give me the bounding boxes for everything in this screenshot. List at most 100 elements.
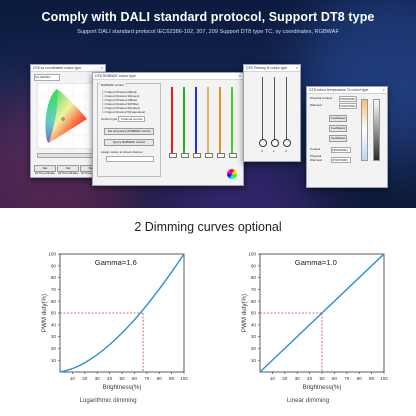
window-title: DT8 xy coordinates colour type: [33, 66, 82, 70]
y-axis-label: PWM duty(%): [241, 294, 248, 332]
query-rgbwaf-button[interactable]: Query RGBWAF control: [104, 139, 154, 146]
warmest-label: Warmest: [310, 103, 322, 107]
y-tick-label: 100: [248, 252, 256, 257]
channel-checkbox[interactable]: ☐ Output Channel 5(Freecolour): [102, 110, 146, 114]
white-slider[interactable]: [207, 87, 209, 153]
warmest-value: 370(2700K): [339, 103, 357, 109]
x-slider[interactable]: [37, 153, 99, 158]
x-axis-label: Brightness(%): [103, 384, 142, 391]
slider-thumb[interactable]: [169, 153, 177, 158]
group-label: RGBWAF control: [100, 83, 125, 87]
close-icon[interactable]: ×: [238, 73, 241, 78]
coolest-label: Coolest: [310, 147, 321, 151]
control-type-row: Control type Channel control: [101, 116, 146, 122]
chart-title: Gamma=1.0: [295, 258, 337, 267]
x-tick-label: 40: [107, 376, 113, 381]
log-dimming-caption: Logarithmic dimming: [79, 397, 137, 404]
button-label: Set 0xYCoordinate: [35, 166, 55, 175]
y-tick-label: 30: [251, 334, 257, 339]
x-tick-label: 100: [380, 376, 388, 381]
primary-label: 2: [285, 149, 287, 153]
slider-thumb[interactable]: [217, 153, 225, 158]
page-subtitle: Support DALI standard protocol IEC62386-…: [77, 29, 339, 35]
channel-checkbox[interactable]: ☐ Output Channel 1(Green): [102, 94, 140, 98]
channel-label: Output Channel 1(Green): [105, 94, 140, 98]
physical-warmest-label: Physical Warmest: [310, 154, 322, 162]
tc-brightness-bar[interactable]: [373, 99, 380, 161]
coolest-value: 156(6400K): [331, 147, 351, 153]
set-temporary-rgbwaf-button[interactable]: Set temporary RGBWAF control: [104, 128, 154, 135]
primary-1-slider[interactable]: [274, 77, 275, 141]
y-tick-label: 10: [251, 358, 257, 363]
control-type-label: Control type: [101, 117, 118, 121]
x-tick-label: 10: [70, 376, 76, 381]
section-title: 2 Dimming curves optional: [134, 220, 282, 234]
channel-checkbox[interactable]: ☐ Output Channel 2(Blue): [102, 98, 138, 102]
x-tick-label: 80: [157, 376, 163, 381]
red-slider[interactable]: [171, 87, 173, 153]
close-icon[interactable]: ×: [100, 65, 103, 70]
slider-thumb[interactable]: [205, 153, 213, 158]
primary-0-slider[interactable]: [262, 77, 263, 141]
primary-2-slider[interactable]: [286, 77, 287, 141]
x-tick-label: 40: [307, 376, 313, 381]
page-title: Comply with DALI standard protocol, Supp…: [41, 10, 375, 24]
slider-thumb[interactable]: [283, 139, 291, 147]
x-tick-label: 100: [180, 376, 188, 381]
tc-colour-bar[interactable]: [361, 99, 368, 161]
rgbwaf-control-group: RGBWAF control ☐ Output Channel 0(Red) ☐…: [97, 83, 161, 177]
x-tick-label: 10: [270, 376, 276, 381]
slider-thumb[interactable]: [193, 153, 201, 158]
x-tick-label: 60: [132, 376, 138, 381]
x-axis-label: Brightness(%): [303, 384, 342, 391]
cie-chromaticity-diagram[interactable]: [37, 83, 97, 149]
assign-colour-field[interactable]: [106, 156, 154, 162]
cool-select-button[interactable]: CoolSelect: [329, 125, 347, 132]
close-icon[interactable]: ×: [295, 65, 298, 70]
slider-thumb[interactable]: [271, 139, 279, 147]
y-tick-label: 70: [251, 287, 257, 292]
color-wheel-icon[interactable]: [227, 169, 237, 179]
channel-label: Output Channel 3(White): [105, 102, 139, 106]
y-tick-label: 50: [251, 311, 257, 316]
top-banner: Comply with DALI standard protocol, Supp…: [0, 0, 416, 208]
button-label: Set temporary RGBWAF control: [107, 129, 151, 133]
control-type-select[interactable]: Channel control: [118, 116, 146, 122]
x-tick-label: 60: [332, 376, 338, 381]
x-tick-label: 80: [357, 376, 363, 381]
slider-thumb[interactable]: [181, 153, 189, 158]
y-tick-label: 70: [51, 287, 57, 292]
amber-slider[interactable]: [219, 87, 221, 153]
y-axis-label: PWM duty(%): [41, 294, 48, 332]
y-tick-label: 100: [48, 252, 56, 257]
close-icon[interactable]: ×: [382, 87, 385, 92]
physical-coolest-label: Physical Coolest: [310, 96, 333, 100]
channel-label: Output Channel 0(Red): [105, 90, 137, 94]
slider-thumb[interactable]: [259, 139, 267, 147]
channel-checkbox[interactable]: ☐ Output Channel 4(Amber): [102, 106, 140, 110]
assign-colour-note: Assign colour to linked channel: [101, 150, 143, 154]
x-tick-label: 90: [369, 376, 375, 381]
blue-slider[interactable]: [195, 87, 197, 153]
freecolour-slider[interactable]: [231, 87, 233, 153]
channel-checkbox[interactable]: ☐ Output Channel 3(White): [102, 102, 139, 106]
chart-title: Gamma=1.6: [95, 258, 137, 267]
window-title: DT8 colour temperature Tc colour type: [309, 88, 369, 92]
set-xy-button[interactable]: Set 0xYCoordinate: [57, 165, 79, 175]
rgbwaf-window: DT8 RGBWAF colour type × RGBWAF control ☐…: [92, 72, 244, 186]
series-line: [59, 253, 185, 373]
plot-frame: [59, 253, 185, 373]
y-tick-label: 80: [251, 275, 257, 280]
cool-select-button[interactable]: CoolSelect: [329, 135, 347, 142]
primary-n-window: DT8 Primary N colour type × 0 1 2: [243, 64, 301, 162]
window-titlebar: DT8 colour temperature Tc colour type ×: [307, 87, 387, 94]
green-slider[interactable]: [183, 87, 185, 153]
log-dimming-chart: 10 20 30 40 50 60 70 80 90 100 10 20 30 40 50 60 70 80 90 1…: [41, 252, 188, 391]
channel-checkbox[interactable]: ☐ Output Channel 0(Red): [102, 90, 137, 94]
channel-list: ☐ Output Channel 0(Red) ☐ Output Channel…: [102, 90, 145, 114]
set-xy-button[interactable]: Set 0xYCoordinate: [34, 165, 56, 175]
group-dropdown[interactable]: 0:0 (MASK): [34, 74, 60, 81]
dropdown-value: 0:0 (MASK): [35, 75, 51, 79]
slider-thumb[interactable]: [229, 153, 237, 158]
cool-select-button[interactable]: CoolSelect: [329, 115, 347, 122]
